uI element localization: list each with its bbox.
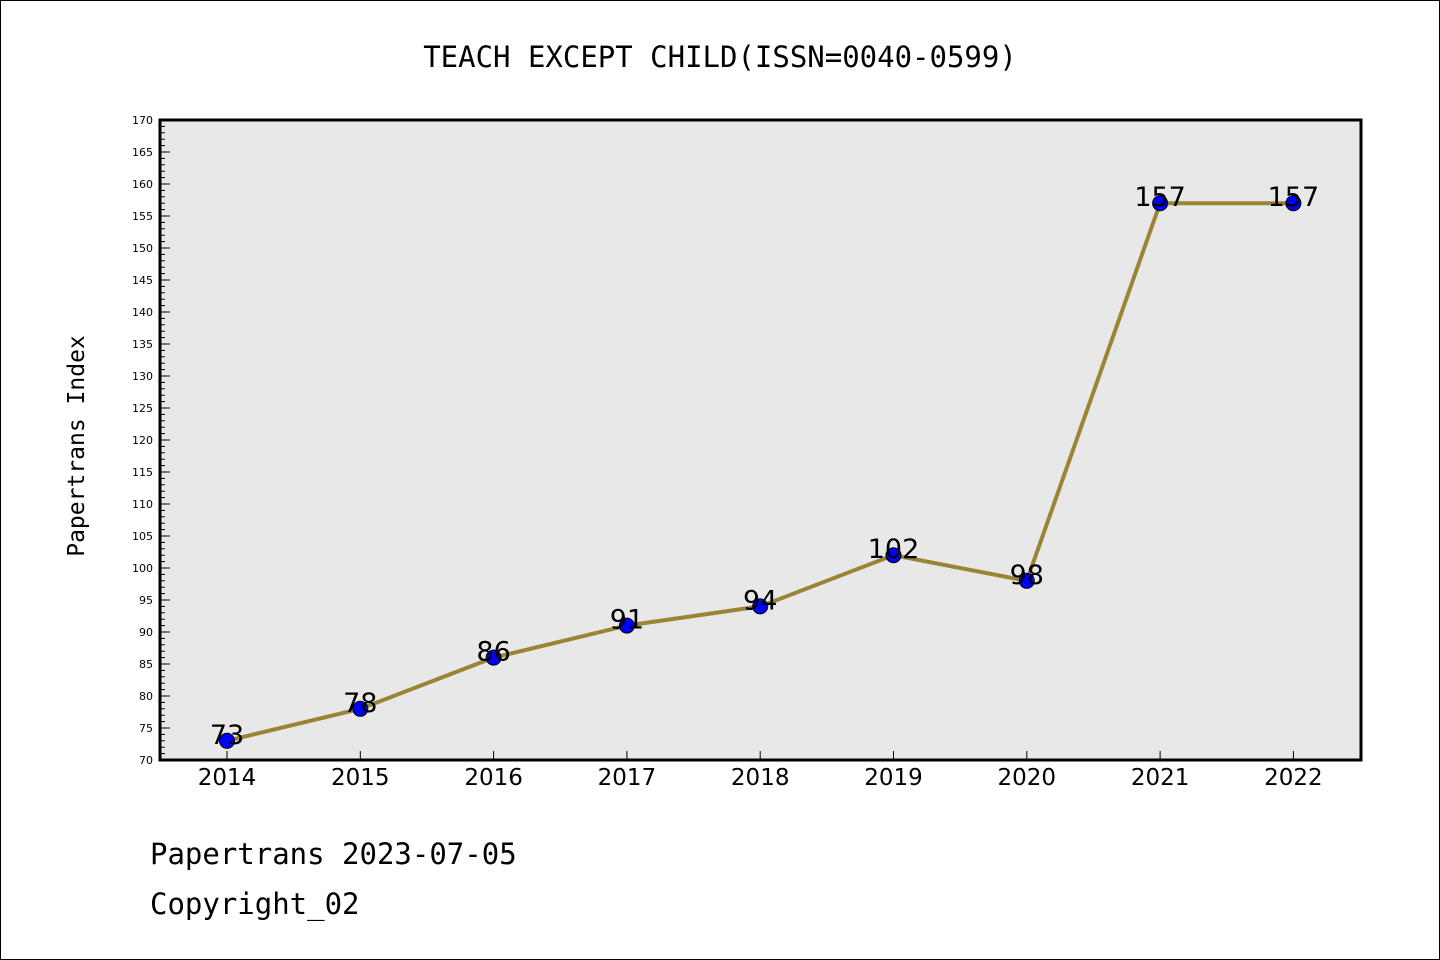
y-tick-label: 70 (139, 754, 153, 767)
y-tick-label: 90 (139, 626, 153, 639)
y-tick-label: 165 (132, 146, 153, 159)
y-tick-label: 85 (139, 658, 153, 671)
data-label: 98 (1010, 560, 1044, 591)
y-tick-label: 115 (132, 466, 153, 479)
data-point (1152, 195, 1169, 212)
data-label: 78 (343, 688, 377, 719)
data-label: 94 (743, 585, 777, 616)
footer-date: Papertrans 2023-07-05 (150, 837, 517, 871)
y-tick-label: 170 (132, 114, 153, 127)
y-tick-label: 135 (132, 338, 153, 351)
y-tick-label: 75 (139, 722, 153, 735)
data-points (219, 195, 1302, 749)
y-tick-label: 140 (132, 306, 153, 319)
y-tick-label: 110 (132, 498, 153, 511)
x-tick-label: 2021 (1131, 765, 1190, 791)
y-tick-label: 125 (132, 402, 153, 415)
footer-copyright: Copyright_02 (150, 887, 360, 922)
y-tick-label: 160 (132, 178, 153, 191)
x-tick-label: 2019 (864, 765, 923, 791)
data-point (352, 700, 369, 717)
data-label: 91 (610, 605, 644, 636)
x-tick-label: 2020 (998, 765, 1057, 791)
plot-border (158, 118, 1363, 762)
x-tick-label: 2016 (464, 765, 523, 791)
y-tick-label: 95 (139, 594, 153, 607)
x-tick-label: 2017 (598, 765, 657, 791)
x-axis-ticks: 2014 2015 2016 2017 2018 2019 2020 2021 2022 (198, 751, 1323, 791)
y-tick-label: 80 (139, 690, 153, 703)
y-tick-label: 130 (132, 370, 153, 383)
y-tick-label: 150 (132, 242, 153, 255)
data-point (885, 547, 902, 564)
data-point (1018, 572, 1035, 589)
plot-area (160, 120, 1361, 760)
y-tick-label: 120 (132, 434, 153, 447)
data-label: 157 (1134, 182, 1186, 213)
data-label: 86 (476, 637, 510, 668)
data-label: 73 (210, 720, 244, 751)
data-labels: 73 78 86 91 94 102 98 157 157 (210, 182, 1319, 751)
data-point (752, 598, 769, 615)
data-point (485, 649, 502, 666)
x-tick-label: 2018 (731, 765, 790, 791)
y-tick-label: 105 (132, 530, 153, 543)
chart-title: TEACH EXCEPT CHILD(ISSN=0040-0599) (423, 40, 1017, 74)
x-tick-label: 2014 (198, 765, 257, 791)
x-tick-label: 2022 (1264, 765, 1323, 791)
data-point (618, 617, 635, 634)
data-point (219, 732, 235, 749)
y-tick-label: 145 (132, 274, 153, 287)
y-axis-label: Papertrans Index (64, 335, 90, 557)
y-tick-label: 155 (132, 210, 153, 223)
x-tick-label: 2015 (331, 765, 390, 791)
data-label: 157 (1268, 182, 1320, 213)
data-label: 102 (868, 534, 920, 565)
y-tick-label: 100 (132, 562, 153, 575)
data-point (1285, 195, 1302, 212)
